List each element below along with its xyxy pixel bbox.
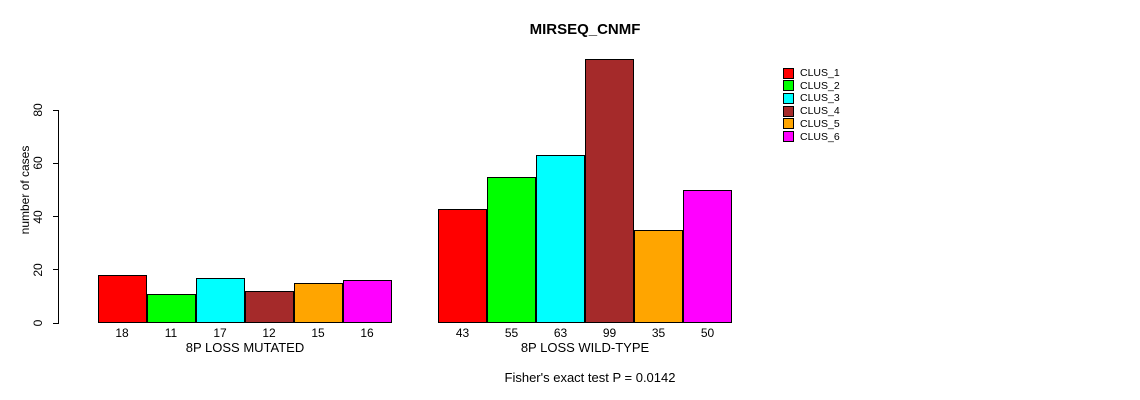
y-tick-mark — [53, 269, 58, 271]
bar-value-label: 50 — [700, 326, 715, 340]
y-tick-label: 20 — [31, 263, 45, 277]
bar-value-label: 17 — [213, 326, 227, 340]
y-axis-line — [58, 110, 59, 324]
bar-value-label: 11 — [164, 326, 178, 340]
y-tick-label: 80 — [31, 103, 45, 117]
legend-label-clus_5: CLUS_5 — [800, 117, 840, 130]
bar-clus_6-group1 — [683, 189, 732, 323]
chart-title: MIRSEQ_CNMF — [529, 21, 641, 38]
bar-clus_2-group0 — [146, 293, 196, 323]
legend-label-clus_1: CLUS_1 — [800, 67, 840, 79]
legend-swatch-clus_3 — [783, 92, 794, 104]
y-tick-label: 60 — [31, 156, 45, 170]
bar-value-label: 16 — [360, 326, 374, 340]
bar-value-label: 55 — [504, 326, 519, 340]
bar-clus_4-group1 — [585, 59, 634, 323]
legend-label-clus_6: CLUS_6 — [800, 130, 840, 143]
bar-value-label: 12 — [262, 326, 276, 340]
bar-clus_3-group1 — [536, 155, 585, 323]
y-tick-mark — [53, 162, 58, 164]
x-group-label-mutated: 8P LOSS MUTATED — [185, 340, 305, 355]
y-tick-mark — [53, 322, 58, 324]
bar-value-label: 18 — [115, 326, 129, 340]
bar-clus_1-group1 — [438, 208, 487, 323]
bar-clus_2-group1 — [487, 176, 536, 323]
legend-label-clus_3: CLUS_3 — [800, 92, 840, 105]
legend-swatch-clus_5 — [783, 118, 794, 130]
bar-clus_1-group0 — [97, 275, 147, 323]
legend-swatch-clus_4 — [783, 105, 794, 117]
bar-value-label: 99 — [602, 326, 617, 340]
y-tick-mark — [53, 216, 58, 217]
bar-value-label: 63 — [553, 326, 568, 340]
bar-clus_6-group0 — [342, 280, 392, 323]
legend-swatch-clus_2 — [783, 80, 794, 92]
y-tick-mark — [53, 109, 58, 111]
legend-swatch-clus_6 — [783, 131, 794, 142]
legend-label-clus_2: CLUS_2 — [800, 79, 840, 92]
bar-clus_5-group0 — [293, 283, 343, 323]
legend-label-clus_4: CLUS_4 — [800, 105, 840, 118]
footnote: Fisher's exact test P = 0.0142 — [504, 370, 676, 385]
bar-value-label: 35 — [651, 326, 666, 340]
bar-value-label: 43 — [455, 326, 470, 340]
bar-clus_4-group0 — [244, 291, 294, 323]
x-group-label-wildtype: 8P LOSS WILD-TYPE — [520, 340, 650, 355]
legend-swatch-clus_1 — [783, 67, 794, 79]
y-axis-label: number of cases — [18, 145, 32, 235]
bar-clus_3-group0 — [195, 277, 245, 323]
y-tick-label: 40 — [31, 209, 45, 224]
y-tick-label: 0 — [31, 319, 45, 327]
bar-clus_5-group1 — [634, 229, 683, 323]
bar-value-label: 15 — [311, 326, 325, 340]
